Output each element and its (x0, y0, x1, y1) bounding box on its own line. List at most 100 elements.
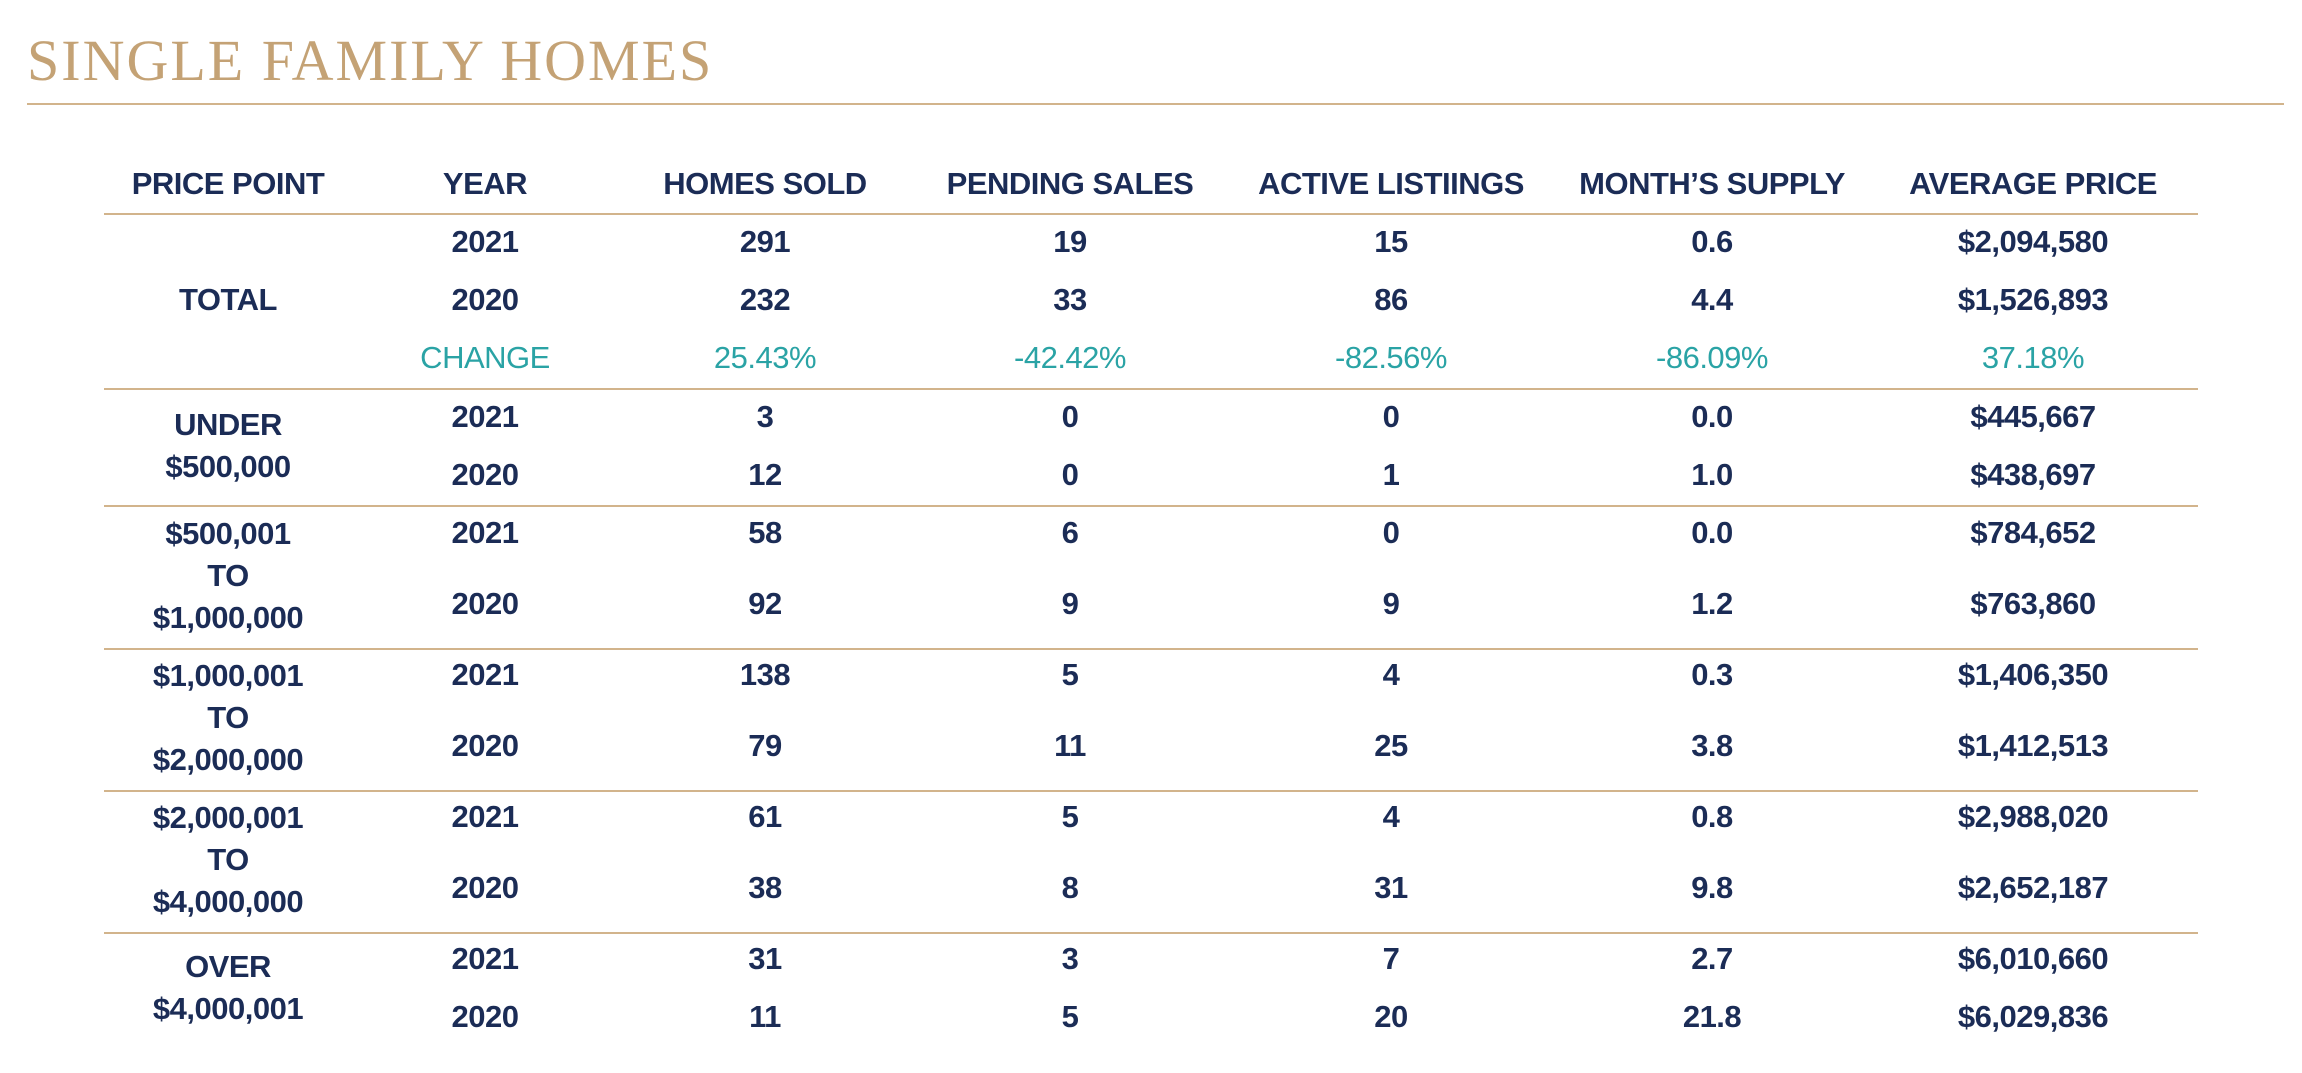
price-point-label-line: $2,000,000 (152, 742, 304, 777)
header-price-point: PRICE POINT (131, 166, 325, 201)
average-price-cell: $2,652,187 (1957, 870, 2109, 905)
group-divider (104, 790, 2198, 792)
price-point-label-line: $2,000,001 (152, 800, 304, 835)
price-point-label: $1,000,001 TO $2,000,000 (152, 655, 304, 781)
homes-sold-cell: 31 (748, 941, 782, 976)
price-point-label: OVER $4,000,001 (153, 946, 304, 1030)
price-point-label-line: $1,000,000 (152, 600, 304, 635)
price-point-label-line: $4,000,000 (152, 884, 304, 919)
homes-sold-cell: 92 (748, 586, 782, 621)
months-supply-cell: 21.8 (1682, 999, 1742, 1034)
homes-sold-cell: 58 (748, 515, 782, 550)
pending-sales-cell: 11 (1054, 728, 1086, 763)
pending-sales-cell: 3 (1061, 941, 1079, 976)
pending-sales-cell: 5 (1061, 999, 1079, 1034)
homes-sold-cell: 232 (739, 282, 791, 317)
months-supply-cell: 0.0 (1691, 515, 1733, 550)
price-point-label-line: $500,001 (165, 516, 291, 551)
pending-sales-cell: 9 (1061, 586, 1079, 621)
header-active-listings: ACTIVE LISTIINGS (1258, 166, 1524, 201)
pending-sales-cell: 0 (1061, 457, 1079, 492)
months-supply-cell: 0.6 (1691, 224, 1733, 259)
group-divider (104, 388, 2198, 390)
group-divider (104, 932, 2198, 934)
change-active-listings: -82.56% (1335, 340, 1447, 375)
homes-sold-cell: 138 (739, 657, 791, 692)
active-listings-cell: 25 (1374, 728, 1408, 763)
months-supply-cell: 9.8 (1691, 870, 1733, 905)
header-months-supply: MONTH’S SUPPLY (1579, 166, 1845, 201)
pending-sales-cell: 6 (1061, 515, 1079, 550)
change-label: CHANGE (420, 340, 550, 375)
average-price-cell: $438,697 (1970, 457, 2096, 492)
year-cell: 2020 (451, 728, 519, 763)
year-cell: 2020 (451, 870, 519, 905)
change-pending-sales: -42.42% (1014, 340, 1126, 375)
price-point-label: $2,000,001 TO $4,000,000 (152, 797, 304, 923)
price-point-label-line: TO (207, 558, 249, 593)
average-price-cell: $2,094,580 (1957, 224, 2109, 259)
group-divider (104, 648, 2198, 650)
year-cell: 2020 (451, 457, 519, 492)
change-homes-sold: 25.43% (713, 340, 817, 375)
homes-sold-cell: 61 (748, 799, 782, 834)
year-cell: 2021 (451, 799, 519, 834)
homes-sold-cell: 79 (748, 728, 782, 763)
year-cell: 2021 (451, 224, 519, 259)
price-point-label-line: OVER (185, 949, 271, 984)
active-listings-cell: 20 (1374, 999, 1408, 1034)
months-supply-cell: 0.8 (1691, 799, 1733, 834)
pending-sales-cell: 33 (1053, 282, 1087, 317)
homes-sold-cell: 3 (756, 399, 774, 434)
group-divider (104, 505, 2198, 507)
average-price-cell: $1,526,893 (1957, 282, 2109, 317)
header-pending-sales: PENDING SALES (946, 166, 1194, 201)
pending-sales-cell: 19 (1053, 224, 1087, 259)
change-months-supply: -86.09% (1656, 340, 1768, 375)
active-listings-cell: 1 (1382, 457, 1400, 492)
active-listings-cell: 7 (1382, 941, 1400, 976)
active-listings-cell: 86 (1374, 282, 1408, 317)
price-point-label-line: TO (207, 700, 249, 735)
pending-sales-cell: 5 (1061, 799, 1079, 834)
title-divider (27, 103, 2284, 105)
pending-sales-cell: 0 (1061, 399, 1079, 434)
year-cell: 2021 (451, 657, 519, 692)
average-price-cell: $6,010,660 (1957, 941, 2109, 976)
year-cell: 2021 (451, 941, 519, 976)
header-average-price: AVERAGE PRICE (1909, 166, 2157, 201)
active-listings-cell: 4 (1382, 657, 1400, 692)
price-point-label: UNDER $500,000 (165, 404, 291, 488)
active-listings-cell: 9 (1382, 586, 1400, 621)
price-point-label-line: UNDER (174, 407, 282, 442)
average-price-cell: $1,406,350 (1957, 657, 2109, 692)
months-supply-cell: 0.3 (1691, 657, 1733, 692)
homes-sold-cell: 291 (739, 224, 791, 259)
months-supply-cell: 3.8 (1691, 728, 1733, 763)
price-point-label: $500,001 TO $1,000,000 (152, 513, 304, 639)
header-divider (104, 213, 2198, 215)
year-cell: 2021 (451, 515, 519, 550)
year-cell: 2020 (451, 586, 519, 621)
homes-sold-cell: 12 (748, 457, 782, 492)
average-price-cell: $2,988,020 (1957, 799, 2109, 834)
months-supply-cell: 4.4 (1691, 282, 1733, 317)
average-price-cell: $1,412,513 (1957, 728, 2109, 763)
homes-sold-cell: 11 (749, 999, 781, 1034)
homes-sold-cell: 38 (748, 870, 782, 905)
pending-sales-cell: 8 (1061, 870, 1079, 905)
price-point-label-line: $500,000 (165, 449, 291, 484)
average-price-cell: $445,667 (1970, 399, 2096, 434)
change-average-price: 37.18% (1981, 340, 2085, 375)
months-supply-cell: 1.2 (1691, 586, 1733, 621)
year-cell: 2020 (451, 999, 519, 1034)
active-listings-cell: 31 (1374, 870, 1408, 905)
price-point-label-line: $1,000,001 (152, 658, 304, 693)
months-supply-cell: 1.0 (1691, 457, 1733, 492)
active-listings-cell: 0 (1382, 515, 1400, 550)
average-price-cell: $763,860 (1970, 586, 2096, 621)
active-listings-cell: 0 (1382, 399, 1400, 434)
year-cell: 2020 (451, 282, 519, 317)
pending-sales-cell: 5 (1061, 657, 1079, 692)
header-year: YEAR (442, 166, 528, 201)
